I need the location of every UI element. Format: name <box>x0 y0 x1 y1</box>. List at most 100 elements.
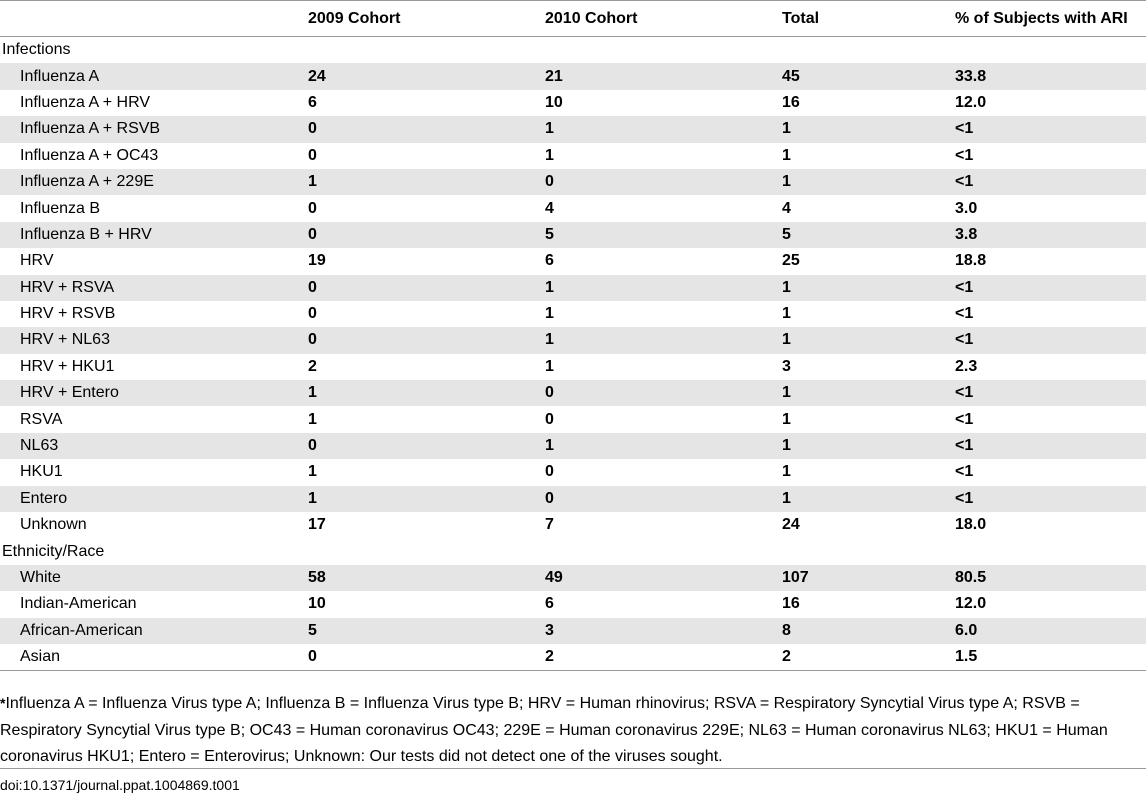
cohort-2010-cell: 6 <box>545 252 554 270</box>
row-label-cell: African-American <box>20 621 143 639</box>
row-label-cell: Influenza B <box>20 199 101 217</box>
percent-ari-cell: 18.0 <box>955 516 987 534</box>
total-cell: 1 <box>782 146 791 164</box>
section-title: Infections <box>2 41 71 59</box>
total-cell: 1 <box>782 305 791 323</box>
section-row: Ethnicity/Race <box>0 538 1146 564</box>
percent-ari-cell: <1 <box>955 331 974 349</box>
row-label-cell: HRV + Entero <box>20 384 119 402</box>
table-row: Unknown 17 7 24 18.0 <box>0 512 1146 538</box>
total-cell: 3 <box>782 357 791 375</box>
percent-ari-cell: 12.0 <box>955 595 987 613</box>
cohort-2010-cell: 1 <box>545 331 554 349</box>
table-row: Entero 1 0 1 <1 <box>0 485 1146 513</box>
table-row: White 58 49 107 80.5 <box>0 564 1146 592</box>
total-cell: 8 <box>782 621 791 639</box>
footnote-marker: * <box>0 695 6 711</box>
cohort-2010-cell: 7 <box>545 516 554 534</box>
cohort-2009-cell: 0 <box>308 199 317 217</box>
cohort-2009-cell: 0 <box>308 120 317 138</box>
total-cell: 107 <box>782 569 809 586</box>
cohort-2009-cell: 0 <box>308 437 317 455</box>
percent-ari-cell: <1 <box>955 278 974 296</box>
cohort-2010-cell: 4 <box>545 199 554 217</box>
row-label-cell: HRV + RSVB <box>20 305 116 323</box>
cohort-2009-cell: 17 <box>308 516 326 534</box>
cohort-2009-cell: 0 <box>308 146 317 164</box>
percent-ari-cell: 12.0 <box>955 93 987 111</box>
percent-ari-cell: 33.8 <box>955 67 987 85</box>
cohort-2009-cell: 1 <box>308 463 317 481</box>
percent-ari-cell: <1 <box>955 410 974 428</box>
cohort-2010-cell: 10 <box>545 93 563 111</box>
table-row: HRV 19 6 25 18.8 <box>0 248 1146 274</box>
percent-ari-cell: 3.0 <box>955 199 978 217</box>
cohort-2009-cell: 1 <box>308 384 317 402</box>
table-row: HRV + RSVA 0 1 1 <1 <box>0 274 1146 301</box>
table-row: Indian-American 10 6 16 12.0 <box>0 591 1146 617</box>
row-label-cell: RSVA <box>20 410 63 428</box>
row-label-cell: Influenza A + RSVB <box>20 120 161 138</box>
total-cell: 4 <box>782 199 791 217</box>
table-row: HRV + Entero 1 0 1 <1 <box>0 380 1146 407</box>
total-cell: 1 <box>782 120 791 138</box>
cohort-2009-cell: 58 <box>308 569 326 586</box>
cohort-2010-cell: 5 <box>545 225 554 243</box>
total-cell: 24 <box>782 516 800 534</box>
table-row: HKU1 1 0 1 <1 <box>0 459 1146 485</box>
footnote-text: Influenza A = Influenza Virus type A; In… <box>0 695 1108 765</box>
row-label-cell: HRV <box>20 252 54 270</box>
total-cell: 1 <box>782 384 791 402</box>
cohort-2009-cell: 5 <box>308 621 317 639</box>
total-cell: 1 <box>782 489 791 507</box>
row-label-cell: Entero <box>20 489 68 507</box>
percent-ari-cell: <1 <box>955 463 974 481</box>
percent-ari-cell: 1.5 <box>955 648 978 666</box>
row-label-cell: HKU1 <box>20 463 63 481</box>
percent-ari-cell: <1 <box>955 489 974 507</box>
cohort-2009-cell: 0 <box>308 225 317 243</box>
row-label-cell: Influenza A + HRV <box>20 93 151 111</box>
table-row: Asian 0 2 2 1.5 <box>0 644 1146 670</box>
table-row: Influenza A + OC43 0 1 1 <1 <box>0 143 1146 169</box>
cohort-2009-cell: 2 <box>308 357 317 375</box>
percent-ari-cell: 18.8 <box>955 252 987 270</box>
table-header-row: 2009 Cohort 2010 Cohort Total % of Subje… <box>0 0 1146 37</box>
doi-line: doi:10.1371/journal.ppat.1004869.t001 <box>0 768 1146 793</box>
header-cell-total: Total <box>782 9 820 27</box>
row-label-cell: Indian-American <box>20 595 137 613</box>
cohort-2009-cell: 19 <box>308 252 326 270</box>
cohort-2010-cell: 1 <box>545 305 554 323</box>
total-cell: 1 <box>782 437 791 455</box>
total-cell: 1 <box>782 463 791 481</box>
row-label-cell: Influenza B + HRV <box>20 225 152 243</box>
cohort-2010-cell: 3 <box>545 621 554 639</box>
total-cell: 16 <box>782 93 800 111</box>
row-label-cell: HRV + RSVA <box>20 278 115 296</box>
total-cell: 5 <box>782 225 791 243</box>
cohort-2009-cell: 1 <box>308 173 317 191</box>
cohort-2010-cell: 0 <box>545 410 554 428</box>
table-row: Influenza A + HRV 6 10 16 12.0 <box>0 90 1146 116</box>
cohort-2010-cell: 1 <box>545 146 554 164</box>
total-cell: 25 <box>782 252 800 270</box>
percent-ari-cell: <1 <box>955 173 974 191</box>
cohort-2010-cell: 0 <box>545 463 554 481</box>
table-row: HRV + NL63 0 1 1 <1 <box>0 327 1146 354</box>
table-row: NL63 0 1 1 <1 <box>0 432 1146 460</box>
cohort-2009-cell: 24 <box>308 67 326 85</box>
cohort-2010-cell: 1 <box>545 120 554 138</box>
cohort-2010-cell: 6 <box>545 595 554 613</box>
table-row: RSVA 1 0 1 <1 <box>0 406 1146 432</box>
row-label-cell: HRV + NL63 <box>20 331 110 349</box>
cohort-2010-cell: 1 <box>545 437 554 455</box>
total-cell: 16 <box>782 595 800 613</box>
percent-ari-cell: <1 <box>955 305 974 323</box>
percent-ari-cell: 80.5 <box>955 569 987 586</box>
table-row: HRV + RSVB 0 1 1 <1 <box>0 301 1146 327</box>
percent-ari-cell: 3.8 <box>955 225 978 243</box>
cohort-2010-cell: 1 <box>545 357 554 375</box>
percent-ari-cell: <1 <box>955 120 974 138</box>
section-title: Ethnicity/Race <box>2 542 105 560</box>
total-cell: 2 <box>782 648 791 666</box>
